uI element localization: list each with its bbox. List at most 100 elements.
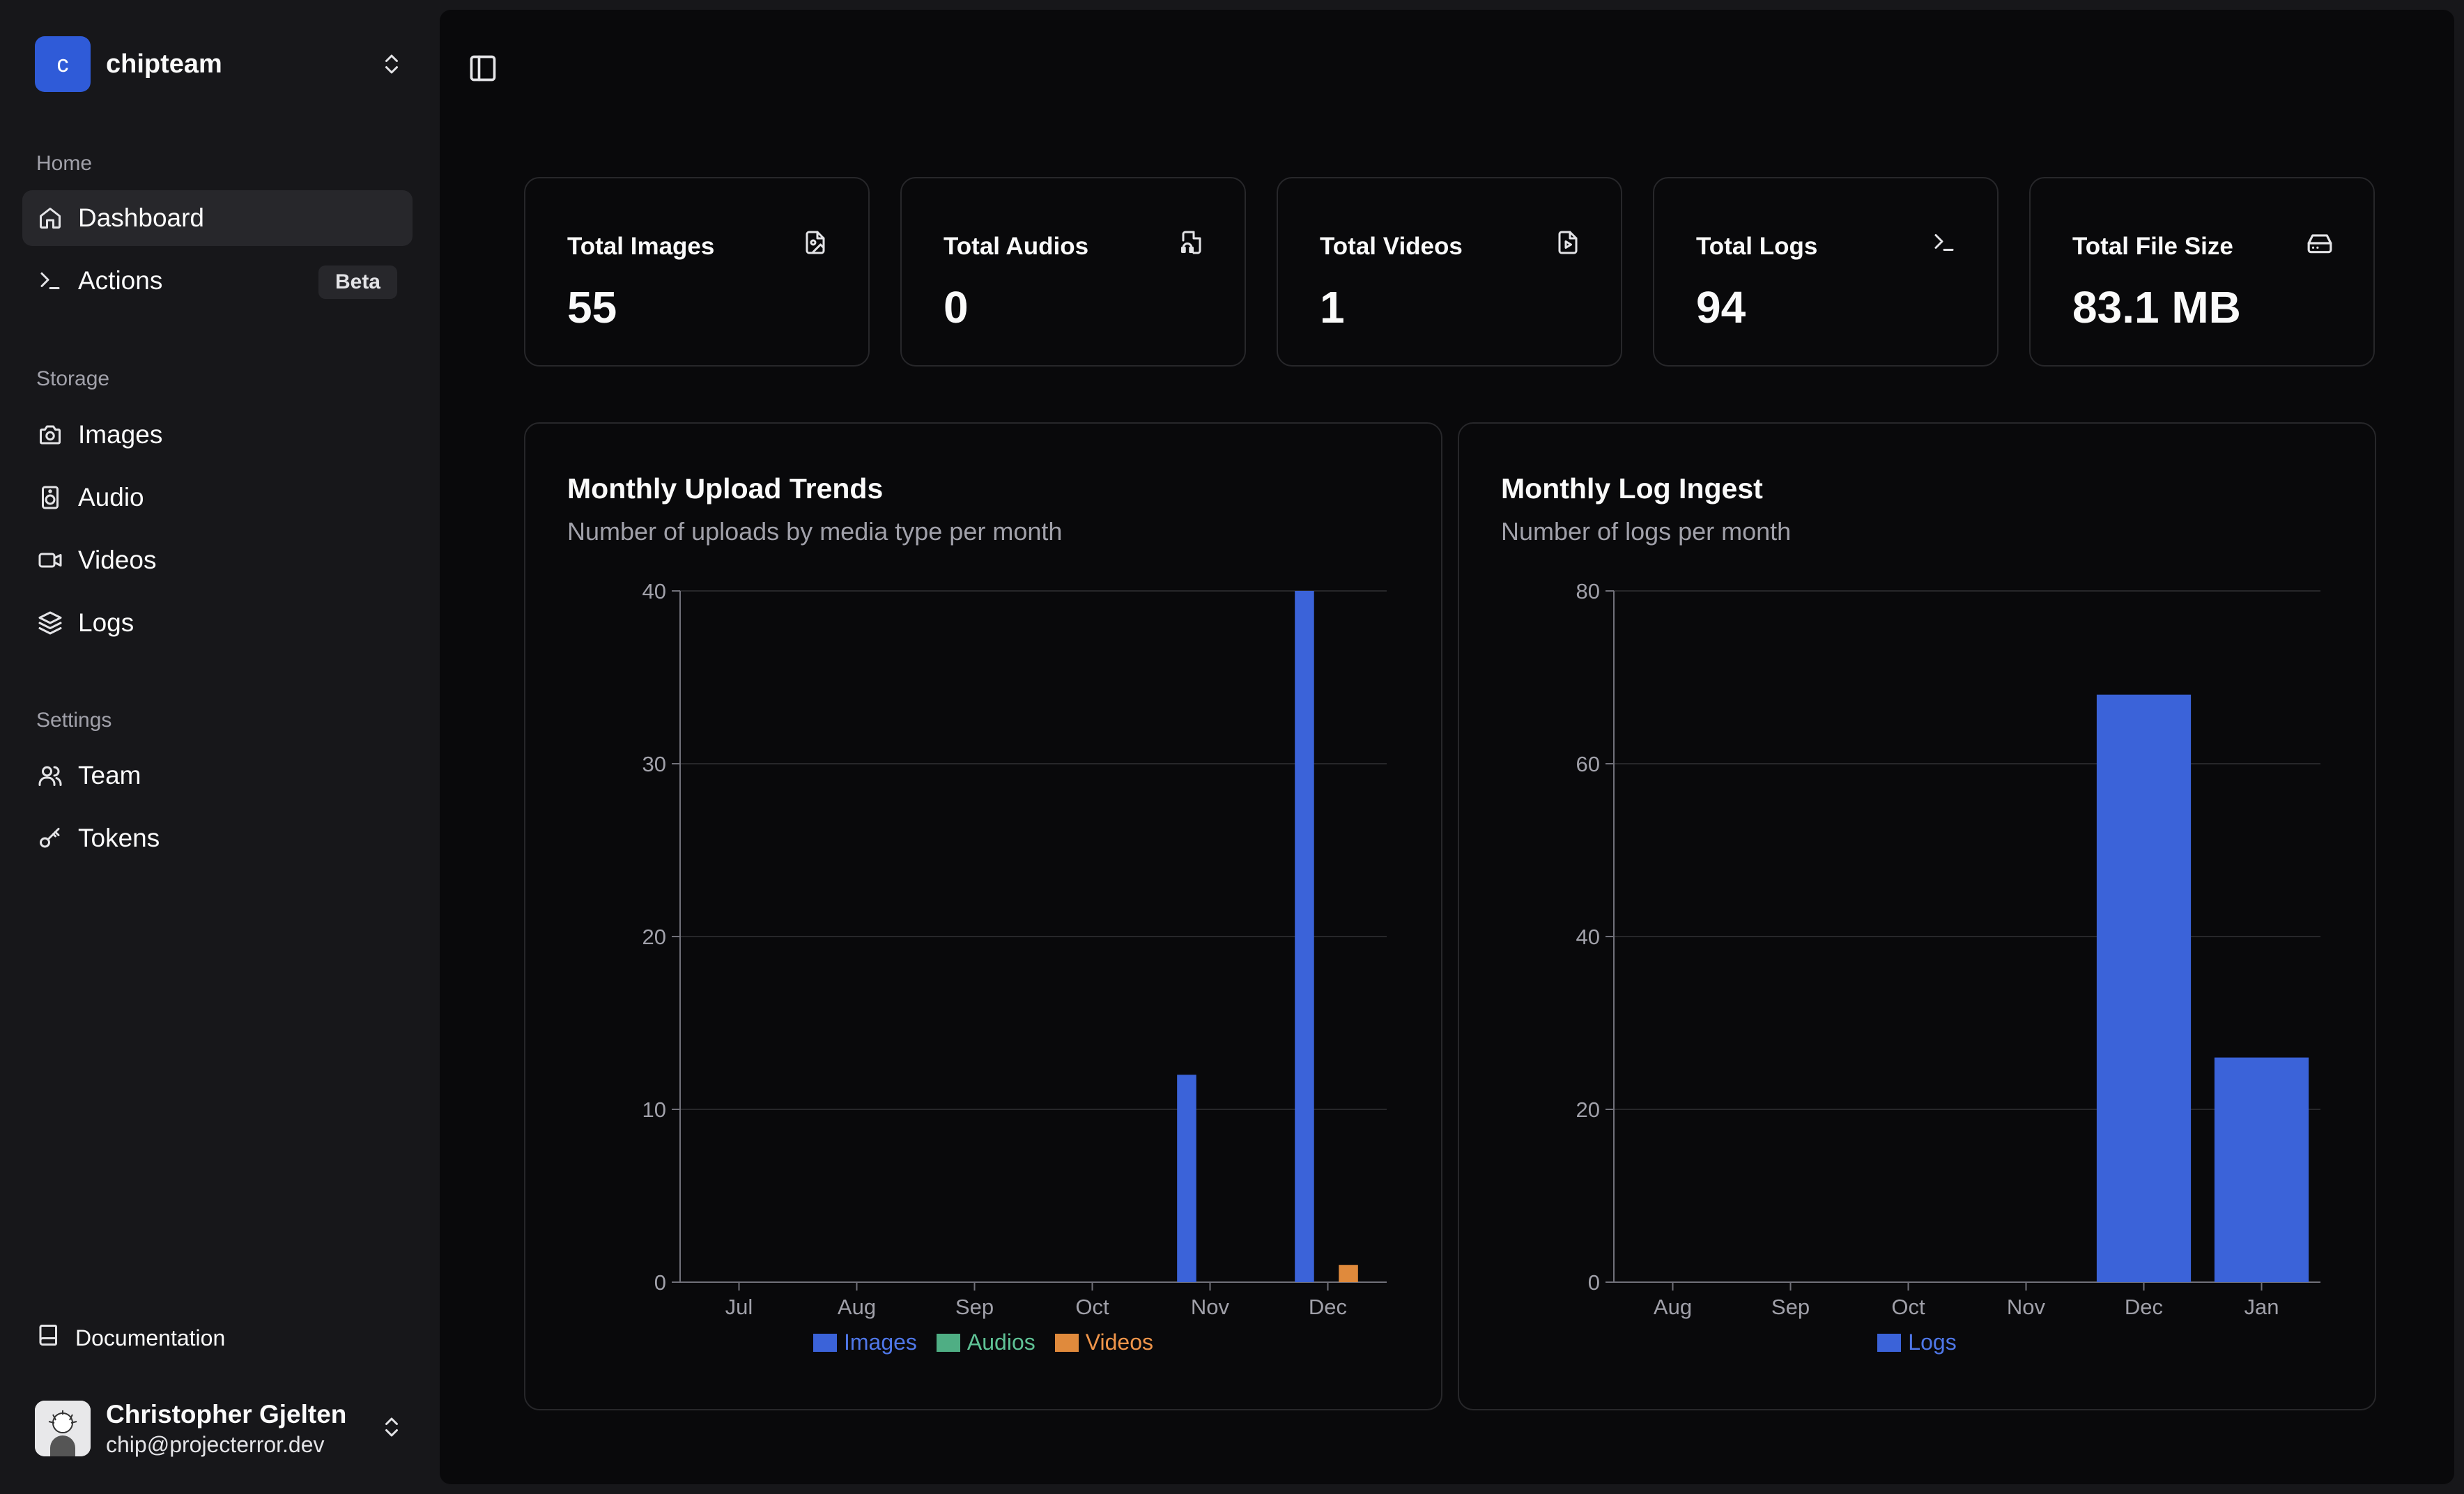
group-label-storage: Storage xyxy=(36,367,110,390)
sidebar-item-label: Logs xyxy=(78,608,134,637)
group-label-home: Home xyxy=(36,152,93,175)
video-icon xyxy=(36,546,64,574)
chart-legend: Images Audios Videos xyxy=(525,1330,1441,1355)
y-tick-label: 0 xyxy=(1588,1270,1600,1295)
y-tick-label: 40 xyxy=(1576,925,1600,949)
legend-label: Audios xyxy=(967,1330,1035,1355)
team-name: chipteam xyxy=(106,49,222,79)
sidebar-item-label: Team xyxy=(78,761,141,790)
file-audio-icon xyxy=(1181,231,1201,254)
log-ingest-panel: Monthly Log Ingest Number of logs per mo… xyxy=(1458,422,2376,1410)
x-tick-label: Nov xyxy=(2007,1295,2046,1319)
documentation-link[interactable]: Documentation xyxy=(36,1320,225,1355)
stat-title: Total Images xyxy=(567,233,715,260)
stat-title: Total File Size xyxy=(2072,233,2233,260)
team-switcher[interactable]: c chipteam xyxy=(35,36,404,92)
legend-item-audios[interactable]: Audios xyxy=(936,1330,1035,1355)
key-icon xyxy=(36,824,64,852)
sidebar-item-label: Audio xyxy=(78,483,144,511)
x-tick-label: Nov xyxy=(1191,1295,1230,1319)
sidebar: c chipteam Home Dashboard Actions Beta S… xyxy=(0,0,440,1494)
user-email: chip@projecterror.dev xyxy=(106,1431,325,1457)
camera-icon xyxy=(36,421,64,449)
chevrons-up-down-icon xyxy=(385,54,398,74)
x-tick-label: Aug xyxy=(1654,1295,1692,1319)
sidebar-item-label: Videos xyxy=(78,546,157,574)
stat-value: 55 xyxy=(567,282,617,332)
layers-icon xyxy=(36,609,64,637)
stat-card-audios: Total Audios 0 xyxy=(900,177,1246,367)
sidebar-item-audio[interactable]: Audio xyxy=(22,470,413,525)
bar-logs xyxy=(2214,1057,2309,1282)
legend-item-videos[interactable]: Videos xyxy=(1054,1330,1153,1355)
y-tick-label: 60 xyxy=(1576,752,1600,776)
legend-label: Logs xyxy=(1908,1330,1957,1355)
panel-title: Monthly Log Ingest xyxy=(1501,472,1763,505)
stat-card-logs: Total Logs 94 xyxy=(1653,177,1999,367)
legend-swatch xyxy=(1054,1333,1079,1352)
documentation-label: Documentation xyxy=(75,1325,226,1350)
legend-item-images[interactable]: Images xyxy=(813,1330,917,1355)
x-tick-label: Dec xyxy=(2125,1295,2163,1319)
y-tick-label: 10 xyxy=(642,1098,666,1122)
x-tick-label: Oct xyxy=(1891,1295,1925,1319)
sidebar-item-logs[interactable]: Logs xyxy=(22,595,413,651)
x-tick-label: Dec xyxy=(1309,1295,1347,1319)
y-tick-label: 40 xyxy=(642,579,666,603)
stat-title: Total Videos xyxy=(1320,233,1463,260)
legend-swatch xyxy=(1877,1333,1902,1352)
hard-drive-icon xyxy=(2307,234,2332,254)
y-tick-label: 30 xyxy=(642,752,666,776)
legend-item-logs[interactable]: Logs xyxy=(1877,1330,1957,1355)
sidebar-item-dashboard[interactable]: Dashboard xyxy=(22,190,413,246)
stat-card-file-size: Total File Size 83.1 MB xyxy=(2029,177,2375,367)
sidebar-item-images[interactable]: Images xyxy=(22,407,413,463)
upload-trends-chart: 0 10 20 30 40 Jul Aug Sep Oct Nov Dec xyxy=(642,579,1387,1319)
x-tick-label: Jul xyxy=(725,1295,753,1319)
stat-value: 1 xyxy=(1320,282,1345,332)
y-tick-label: 0 xyxy=(654,1270,666,1295)
x-tick-label: Aug xyxy=(838,1295,876,1319)
stat-title: Total Audios xyxy=(944,233,1089,260)
stat-value: 83.1 MB xyxy=(2072,282,2241,332)
group-label-settings: Settings xyxy=(36,709,112,732)
sidebar-item-label: Images xyxy=(78,420,163,449)
beta-badge: Beta xyxy=(318,265,397,299)
sidebar-item-tokens[interactable]: Tokens xyxy=(22,810,413,866)
bar-images xyxy=(1295,591,1314,1282)
panel-title: Monthly Upload Trends xyxy=(567,472,884,505)
main-content: Total Images 55 Total Audios 0 Total Vid… xyxy=(440,10,2454,1484)
file-image-icon xyxy=(806,231,825,254)
x-tick-label: Jan xyxy=(2244,1295,2279,1319)
sidebar-item-videos[interactable]: Videos xyxy=(22,532,413,588)
legend-swatch xyxy=(936,1333,960,1352)
sidebar-item-team[interactable]: Team xyxy=(22,748,413,803)
upload-trends-panel: Monthly Upload Trends Number of uploads … xyxy=(524,422,1442,1410)
x-tick-label: Sep xyxy=(955,1295,994,1319)
bar-videos xyxy=(1339,1265,1358,1282)
sidebar-item-label: Dashboard xyxy=(78,203,205,232)
book-icon xyxy=(36,1323,61,1353)
stat-title: Total Logs xyxy=(1696,233,1818,260)
user-menu[interactable]: Christopher Gjelten chip@projecterror.de… xyxy=(35,1399,404,1458)
avatar xyxy=(35,1401,91,1456)
panel-subtitle: Number of logs per month xyxy=(1501,517,1792,546)
bar-logs xyxy=(2096,694,2192,1282)
bar-images xyxy=(1177,1075,1196,1282)
y-tick-label: 80 xyxy=(1576,579,1600,603)
chevrons-up-down-icon xyxy=(385,1417,398,1437)
legend-swatch xyxy=(813,1333,837,1352)
stat-card-videos: Total Videos 1 xyxy=(1277,177,1622,367)
team-logo: c xyxy=(35,36,91,92)
stat-card-images: Total Images 55 xyxy=(524,177,870,367)
sidebar-toggle-icon[interactable] xyxy=(468,53,498,84)
sidebar-item-label: Actions xyxy=(78,266,163,295)
x-tick-label: Sep xyxy=(1771,1295,1810,1319)
speaker-icon xyxy=(36,484,64,511)
sidebar-item-actions[interactable]: Actions Beta xyxy=(22,253,413,309)
terminal-icon xyxy=(1934,234,1954,251)
chart-legend: Logs xyxy=(1459,1330,2375,1355)
y-tick-label: 20 xyxy=(1576,1098,1600,1122)
log-ingest-chart: 0 20 40 60 80 Aug Sep Oct Nov Dec Jan xyxy=(1576,579,2320,1319)
stat-value: 94 xyxy=(1696,282,1746,332)
